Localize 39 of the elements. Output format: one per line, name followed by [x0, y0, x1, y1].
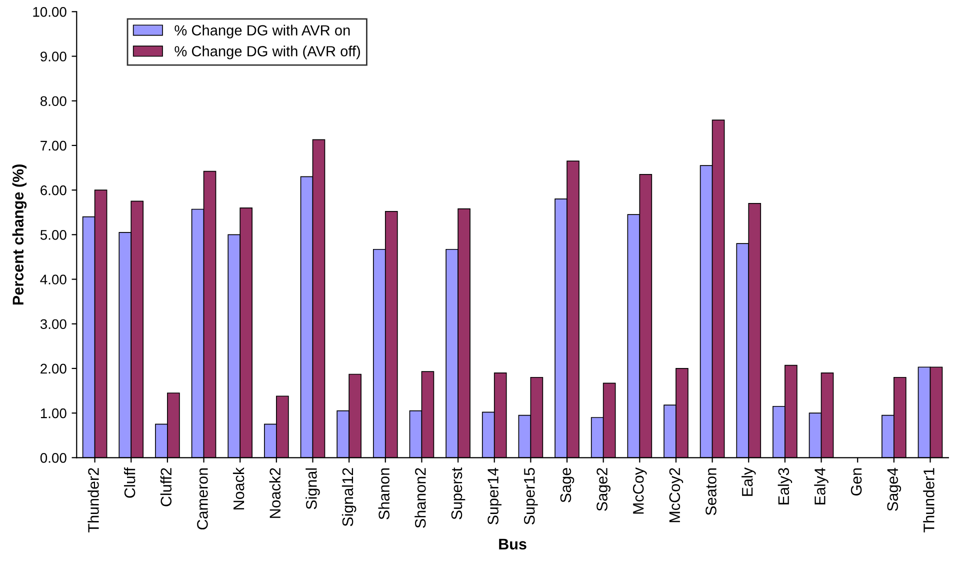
y-tick-label: 5.00 — [40, 230, 66, 240]
y-tick-label: 4.00 — [40, 274, 66, 284]
x-tick-label: Sage — [560, 468, 574, 502]
y-tick-label: 6.00 — [40, 185, 66, 196]
x-tick-label: Signal — [306, 468, 320, 510]
x-tick-label: Shanon — [378, 468, 390, 520]
x-tick-label: Ealy4 — [814, 468, 828, 504]
x-tick-label: Cluff — [124, 467, 136, 498]
y-axis-title: Percent change (%) — [12, 164, 27, 305]
x-tick-label: Sage2 — [596, 468, 610, 511]
x-tick-label: Superst — [451, 467, 466, 520]
x-tick-label: Ealy — [742, 467, 756, 496]
x-tick-label: Gen — [850, 468, 862, 496]
x-tick-label: Super15 — [524, 468, 538, 524]
x-tick-label: Seaton — [706, 468, 716, 516]
legend-label: % Change DG with AVR on — [174, 24, 350, 38]
x-tick-label: Super14 — [488, 468, 502, 524]
x-tick-label: Noack2 — [269, 468, 281, 518]
x-tick-label: McCoy2 — [669, 468, 684, 522]
legend-label: % Change DG with (AVR off) — [174, 46, 360, 60]
y-tick-label: 3.00 — [40, 319, 66, 330]
x-tick-label: Noack — [232, 467, 244, 510]
x-tick-label: Ealy3 — [778, 468, 792, 504]
y-tick-label: 2.00 — [40, 364, 66, 374]
x-tick-label: Shanon2 — [414, 468, 426, 528]
x-tick-label: Thunder2 — [88, 468, 99, 532]
y-tick-label: 0.00 — [40, 452, 66, 463]
y-tick-label: 10.00 — [33, 6, 66, 17]
y-tick-label: 1.00 — [40, 408, 66, 418]
x-axis-title: Bus — [499, 538, 526, 550]
y-tick-label: 9.00 — [40, 52, 66, 62]
x-tick-label: McCoy — [632, 467, 647, 514]
x-tick-label: Cameron — [197, 468, 208, 530]
x-tick-label: Cluff2 — [160, 468, 172, 506]
y-tick-label: 7.00 — [40, 140, 66, 151]
x-tick-label: Thunder1 — [923, 468, 934, 532]
x-tick-label: Signal12 — [342, 468, 356, 526]
y-tick-label: 8.00 — [40, 96, 66, 106]
x-tick-label: Sage4 — [887, 468, 902, 511]
